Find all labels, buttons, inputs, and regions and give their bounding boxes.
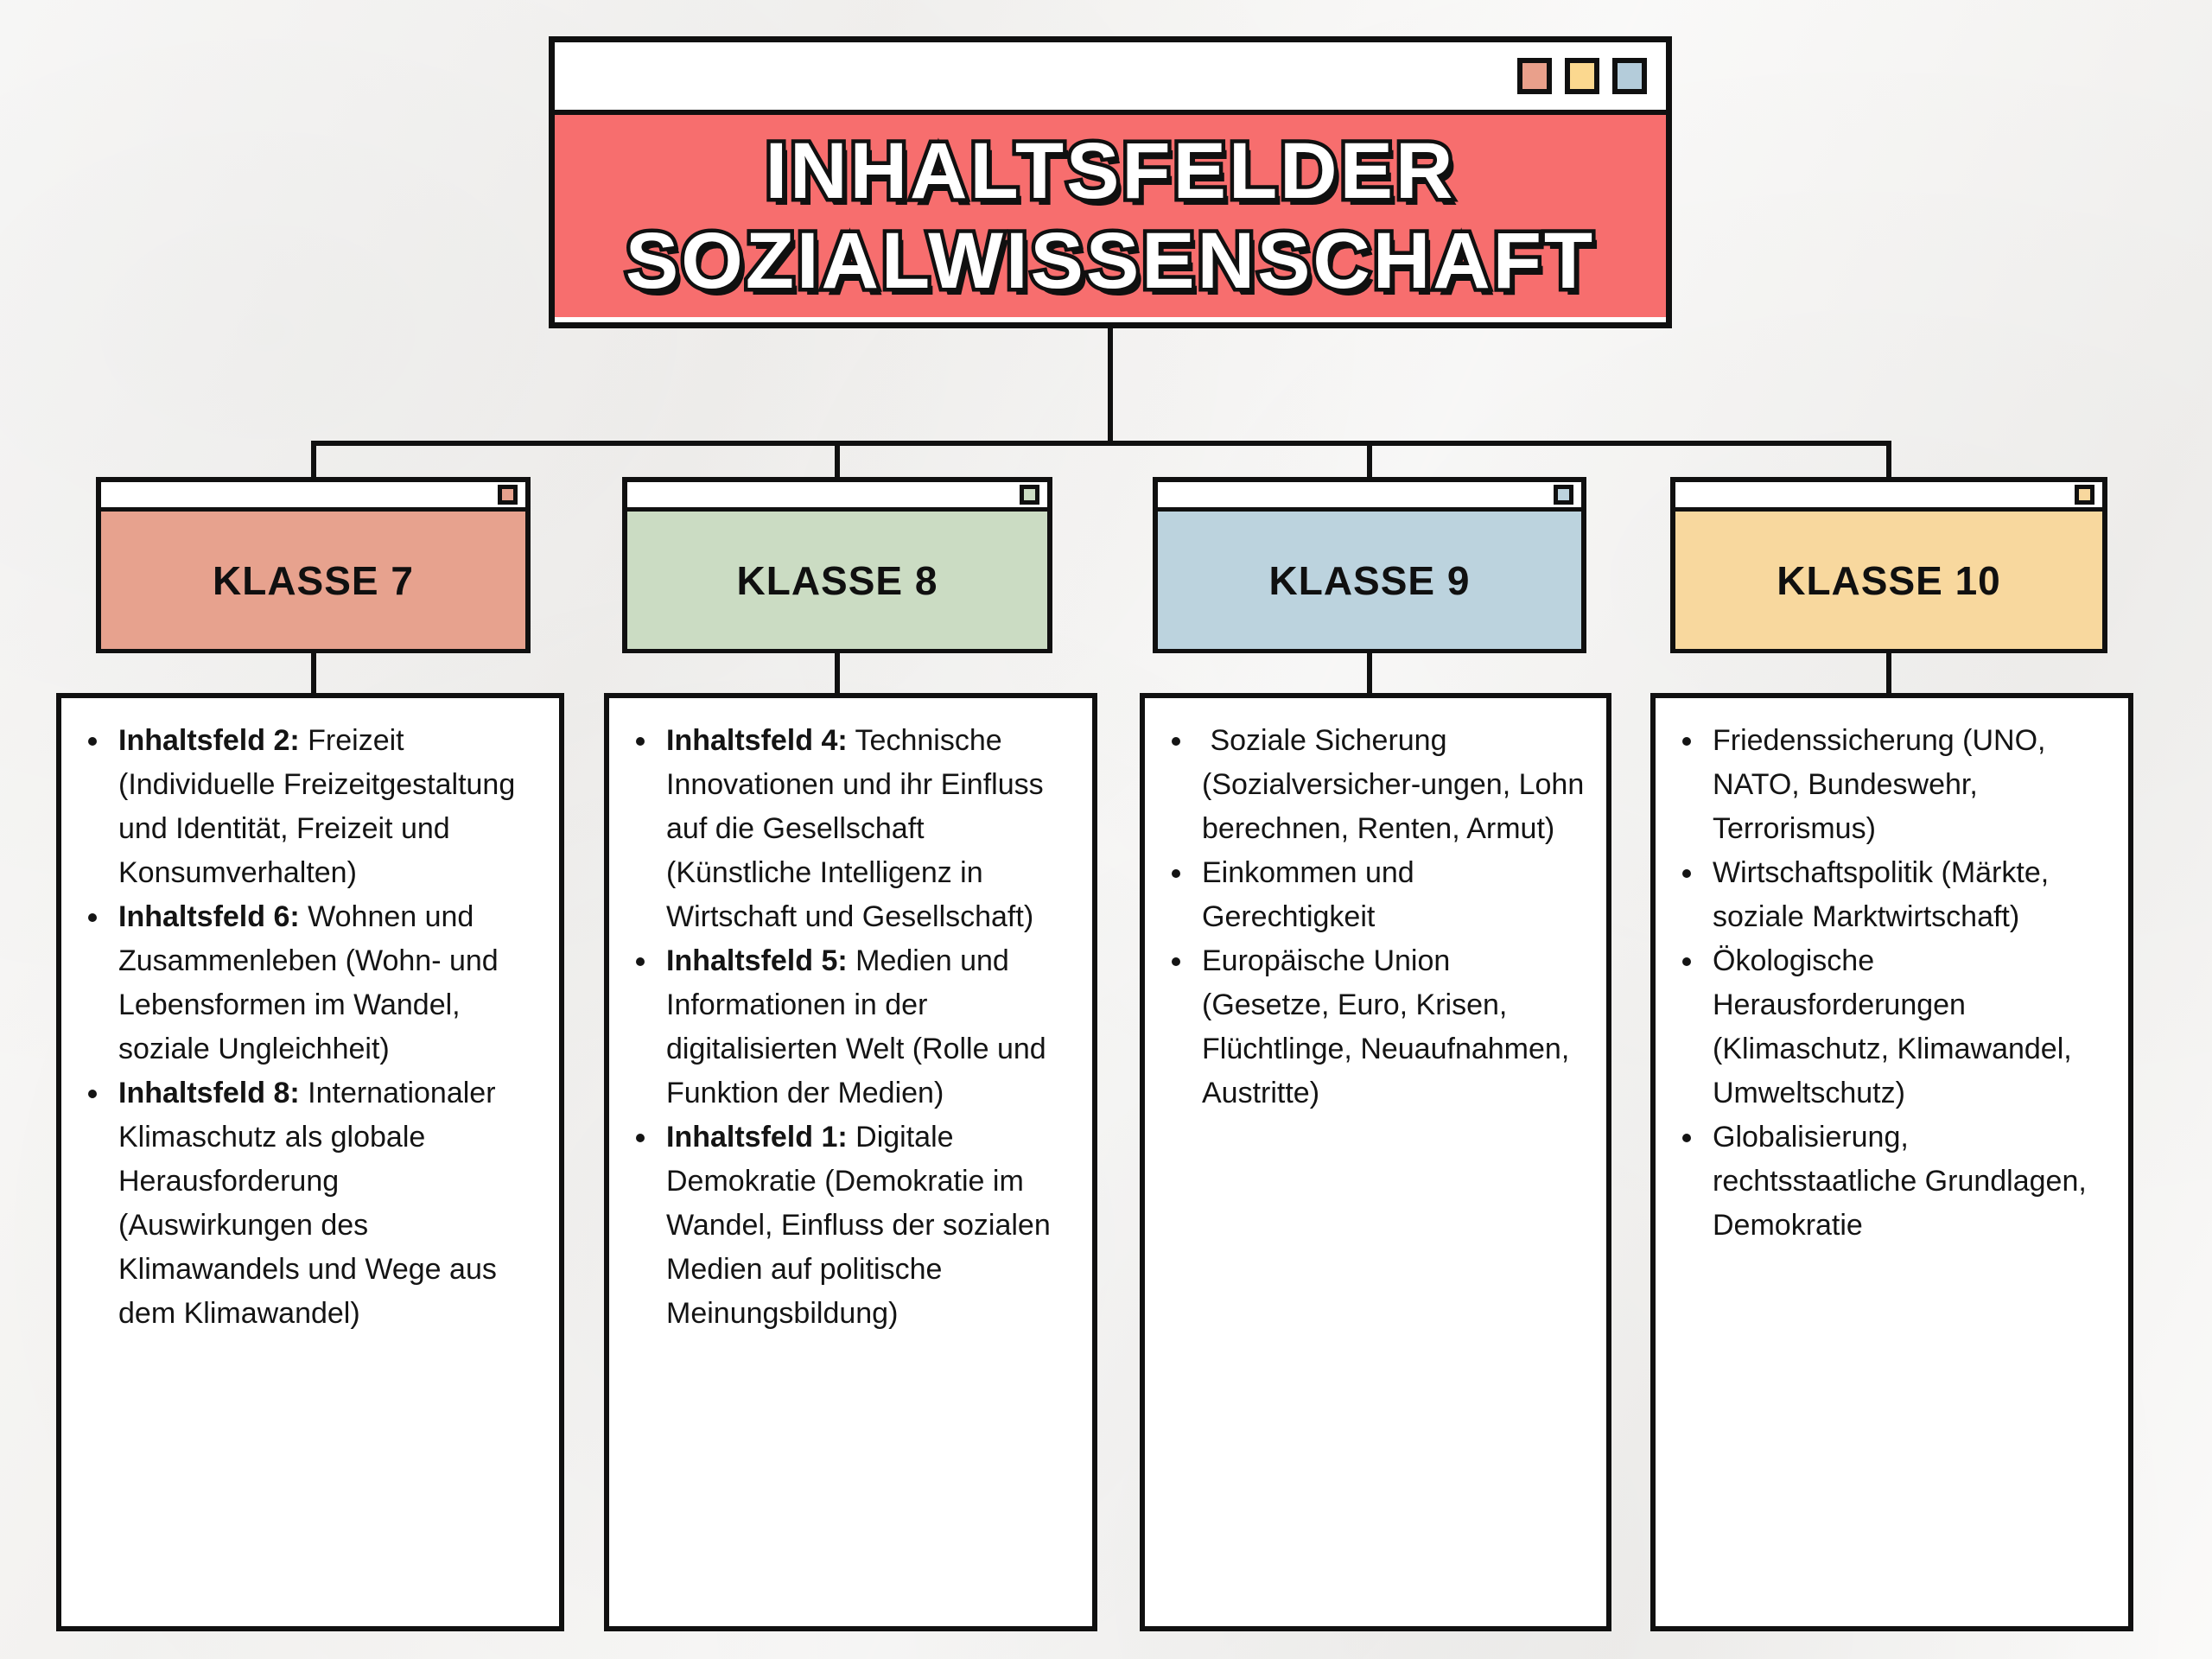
klasse8-content-box: Inhaltsfeld 4: Technische Innovationen u…: [604, 693, 1097, 1631]
window-button-icon: [498, 485, 518, 505]
list-item: Inhaltsfeld 8: Internationaler Klimaschu…: [111, 1071, 538, 1336]
connector-link-klasse9: [1367, 650, 1372, 698]
klasse10-content-box: Friedenssicherung (UNO, NATO, Bundeswehr…: [1650, 693, 2133, 1631]
title-banner: INHALTSFELDER SOZIALWISSENSCHAFT: [555, 115, 1666, 317]
klasse10-header-label: KLASSE 10: [1675, 512, 2102, 649]
klasse10-window: KLASSE 10: [1670, 477, 2107, 653]
connector-drop-klasse8: [835, 441, 840, 482]
list-item: Globalisierung, rechtsstaatliche Grundla…: [1706, 1116, 2107, 1248]
title-window: INHALTSFELDER SOZIALWISSENSCHAFT: [549, 36, 1672, 328]
connector-drop-klasse10: [1886, 441, 1891, 482]
klasse9-titlebar: [1158, 482, 1581, 512]
klasse7-content-list: Inhaltsfeld 2: Freizeit (Individuelle Fr…: [70, 719, 538, 1336]
connector-link-klasse8: [835, 650, 840, 698]
klasse7-window: KLASSE 7: [96, 477, 531, 653]
klasse8-window: KLASSE 8: [622, 477, 1052, 653]
title-window-titlebar: [555, 42, 1666, 115]
page-title-line2: SOZIALWISSENSCHAFT: [621, 217, 1596, 305]
klasse8-titlebar: [627, 482, 1047, 512]
list-item: Friedenssicherung (UNO, NATO, Bundeswehr…: [1706, 719, 2107, 851]
connector-title-stem: [1108, 325, 1113, 446]
window-button-icon: [2075, 485, 2094, 505]
window-button-icon: [1020, 485, 1039, 505]
list-item: Inhaltsfeld 1: Digitale Demokratie (Demo…: [659, 1116, 1071, 1336]
klasse9-content-box: Soziale Sicherung (Sozialversicher-ungen…: [1140, 693, 1611, 1631]
list-item: Einkommen und Gerechtigkeit: [1195, 851, 1586, 939]
connector-link-klasse7: [311, 650, 316, 698]
window-buttons: [1517, 58, 1647, 94]
list-item: Soziale Sicherung (Sozialversicher-ungen…: [1195, 719, 1586, 851]
list-item: Inhaltsfeld 5: Medien und Informationen …: [659, 939, 1071, 1116]
connector-drop-klasse9: [1367, 441, 1372, 482]
klasse7-header-label: KLASSE 7: [101, 512, 525, 649]
klasse8-content-list: Inhaltsfeld 4: Technische Innovationen u…: [618, 719, 1071, 1336]
list-item: Inhaltsfeld 6: Wohnen und Zusammenleben …: [111, 895, 538, 1071]
klasse9-header-label: KLASSE 9: [1158, 512, 1581, 649]
connector-horizontal-bar: [311, 441, 1891, 446]
list-item: Inhaltsfeld 2: Freizeit (Individuelle Fr…: [111, 719, 538, 895]
list-item: Ökologische Herausforderungen (Klimaschu…: [1706, 939, 2107, 1116]
page-title-line1: INHALTSFELDER: [761, 127, 1457, 215]
klasse8-header-label: KLASSE 8: [627, 512, 1047, 649]
klasse7-titlebar: [101, 482, 525, 512]
connector-drop-klasse7: [311, 441, 316, 482]
klasse7-content-box: Inhaltsfeld 2: Freizeit (Individuelle Fr…: [56, 693, 564, 1631]
window-button-icon: [1554, 485, 1573, 505]
klasse10-content-list: Friedenssicherung (UNO, NATO, Bundeswehr…: [1664, 719, 2107, 1248]
window-button-blue-icon: [1612, 58, 1647, 94]
list-item: Inhaltsfeld 4: Technische Innovationen u…: [659, 719, 1071, 939]
klasse10-titlebar: [1675, 482, 2102, 512]
klasse9-content-list: Soziale Sicherung (Sozialversicher-ungen…: [1154, 719, 1586, 1116]
list-item: Wirtschaftspolitik (Märkte, soziale Mark…: [1706, 851, 2107, 939]
window-button-yellow-icon: [1565, 58, 1599, 94]
connector-link-klasse10: [1886, 650, 1891, 698]
window-button-salmon-icon: [1517, 58, 1552, 94]
klasse9-window: KLASSE 9: [1153, 477, 1586, 653]
list-item: Europäische Union (Gesetze, Euro, Krisen…: [1195, 939, 1586, 1116]
